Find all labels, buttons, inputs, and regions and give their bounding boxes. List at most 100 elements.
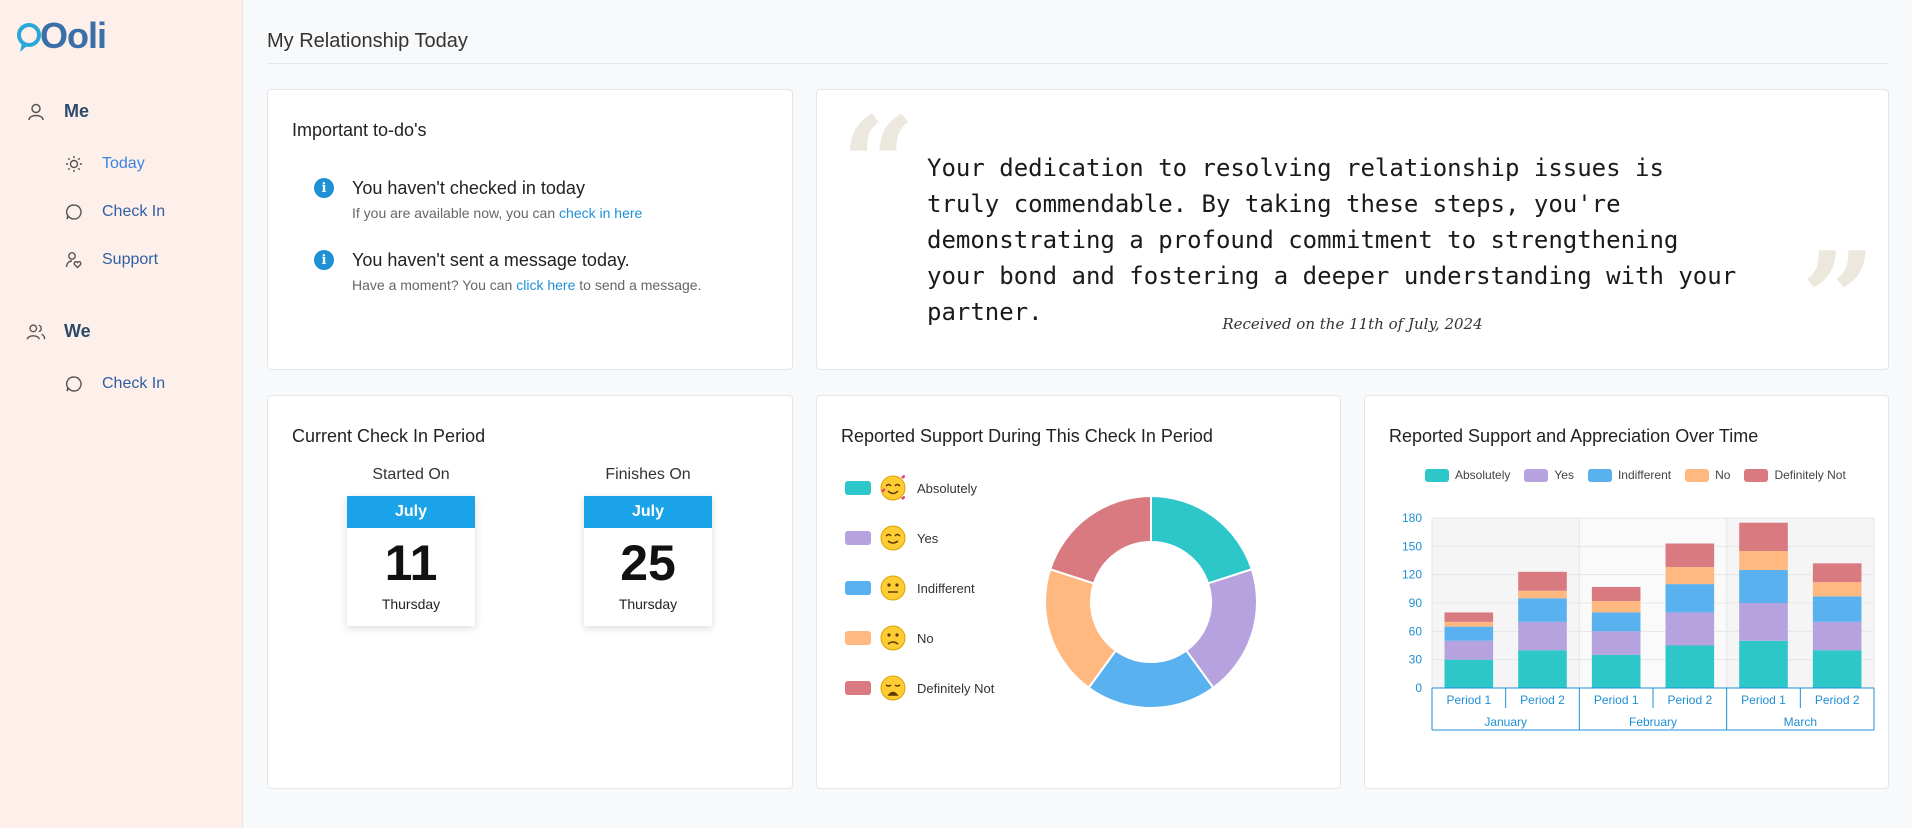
bar-segment-absolutely[interactable] [1518,650,1567,688]
legend-label: Indifferent [917,580,975,596]
check-in-link[interactable]: check in here [559,205,643,221]
legend-item-indifferent[interactable]: Indifferent [1587,468,1672,482]
calendar-icon: July 25 Thursday [584,496,712,626]
nav-group-we[interactable]: We [26,321,91,342]
bar-segment-definitely-not[interactable] [1665,543,1715,568]
smiling-hearts-face-icon [880,475,906,501]
legend-label: No [1715,468,1731,482]
sidebar-item-today[interactable]: Today [64,154,145,174]
send-message-link[interactable]: click here [516,277,576,293]
legend-item-yes[interactable]: Yes [1524,468,1574,482]
bar-segment-indifferent[interactable] [1665,584,1715,613]
y-tick-label: 150 [1402,539,1422,553]
donut-title: Reported Support During This Check In Pe… [841,426,1213,446]
sidebar-item-support[interactable]: Support [64,250,158,270]
todo-sub-text: If you are available now, you can check … [352,205,642,221]
info-icon: i [314,178,334,198]
x-tick-label: Period 1 [1594,693,1639,707]
donut-slice-absolutely[interactable] [1150,494,1254,585]
todo-item: i You haven't sent a message today. Have… [314,250,701,293]
bar-segment-definitely-not[interactable] [1739,522,1788,552]
chat-bubble-logo-icon [17,23,41,52]
bar-segment-indifferent[interactable] [1444,626,1494,641]
todo-main-text: You haven't checked in today [352,178,585,198]
legend-label: Absolutely [1455,468,1511,482]
y-tick-label: 120 [1402,568,1422,582]
end-label: Finishes On [605,466,691,483]
x-tick-label: Period 2 [1815,693,1860,707]
legend-item-absolutely[interactable]: Absolutely [1425,468,1510,482]
legend-label: Indifferent [1617,468,1672,482]
legend-item-absolutely[interactable]: Absolutely [845,474,977,502]
bar-segment-indifferent[interactable] [1591,612,1641,632]
ooli-logo[interactable]: Ooli [16,14,107,58]
bar-segment-yes[interactable] [1739,603,1788,641]
bar-segment-yes[interactable] [1444,640,1494,660]
chat-icon [64,202,84,222]
bar-segment-no[interactable] [1812,582,1862,597]
bar-segment-absolutely[interactable] [1591,654,1641,688]
close-quote-icon: ” [1801,223,1876,376]
cal-month: July [347,496,475,528]
bar-segment-no[interactable] [1518,590,1567,599]
legend-swatch [1587,468,1612,482]
smiling-face-icon [880,525,906,551]
bar-segment-no[interactable] [1665,567,1715,585]
page-title: My Relationship Today [267,30,468,52]
legend-item-definitely-not[interactable]: Definitely Not [845,674,994,702]
nav-group-me[interactable]: Me [26,101,89,122]
bar-segment-yes[interactable] [1812,621,1862,651]
legend-item-definitely-not[interactable]: Definitely Not [1744,468,1846,482]
todo-sub-text: Have a moment? You can click here to sen… [352,277,701,293]
x-group-label: January [1484,715,1527,729]
bar-segment-indifferent[interactable] [1812,596,1862,622]
bar-segment-no[interactable] [1739,551,1788,570]
bar-segment-yes[interactable] [1518,621,1567,651]
title-divider [267,63,1889,64]
legend-item-yes[interactable]: Yes [845,524,938,552]
bar-segment-definitely-not[interactable] [1591,586,1641,602]
quote-date: Received on the 11th of July, 2024 [1222,315,1483,333]
y-tick-label: 180 [1402,511,1422,525]
bar-segment-absolutely[interactable] [1665,645,1715,689]
sun-icon [64,154,84,174]
cal-month: July [584,496,712,528]
support-over-time-card: Reported Support and Appreciation Over T… [1364,395,1889,789]
legend-swatch [845,531,871,545]
nav-group-label: We [64,321,91,341]
bar-segment-indifferent[interactable] [1739,569,1788,603]
sidebar-item-check-in[interactable]: Check In [64,202,165,222]
todo-item: i You haven't checked in today If you ar… [314,178,642,221]
todo-sub-suffix: to send a message. [575,277,702,293]
sidebar-item-label: Check In [102,203,166,220]
bar-segment-absolutely[interactable] [1739,640,1788,688]
legend-label: No [917,630,934,646]
todo-card: Important to-do's i You haven't checked … [267,89,793,370]
logo-text: Ooli [40,15,107,56]
bar-segment-no[interactable] [1591,601,1641,613]
sidebar-item-label: Check In [102,375,166,392]
legend-item-indifferent[interactable]: Indifferent [845,574,975,602]
user-heart-icon [64,250,84,270]
y-tick-label: 30 [1409,653,1423,667]
x-group-label: March [1784,715,1817,729]
chat-icon [64,374,84,394]
bar-segment-no[interactable] [1444,621,1494,627]
bar-segment-definitely-not[interactable] [1812,563,1862,583]
stacked-legend: Absolutely Yes Indifferent No Definitely Not [1425,468,1846,482]
sidebar-item-label: Today [102,155,145,172]
bar-segment-indifferent[interactable] [1518,598,1567,622]
legend-item-no[interactable]: No [1685,468,1730,482]
bar-segment-absolutely[interactable] [1444,659,1494,688]
users-icon [26,322,46,342]
bar-segment-yes[interactable] [1665,612,1715,646]
donut-slice-definitely-not[interactable] [1048,494,1152,585]
legend-item-no[interactable]: No [845,624,934,652]
bar-segment-absolutely[interactable] [1812,650,1862,688]
bar-segment-definitely-not[interactable] [1518,571,1567,591]
bar-segment-definitely-not[interactable] [1444,612,1494,622]
sidebar-item-we-check-in[interactable]: Check In [64,374,165,394]
legend-label: Absolutely [917,480,977,496]
bar-segment-yes[interactable] [1591,631,1641,655]
start-label: Started On [372,466,450,483]
